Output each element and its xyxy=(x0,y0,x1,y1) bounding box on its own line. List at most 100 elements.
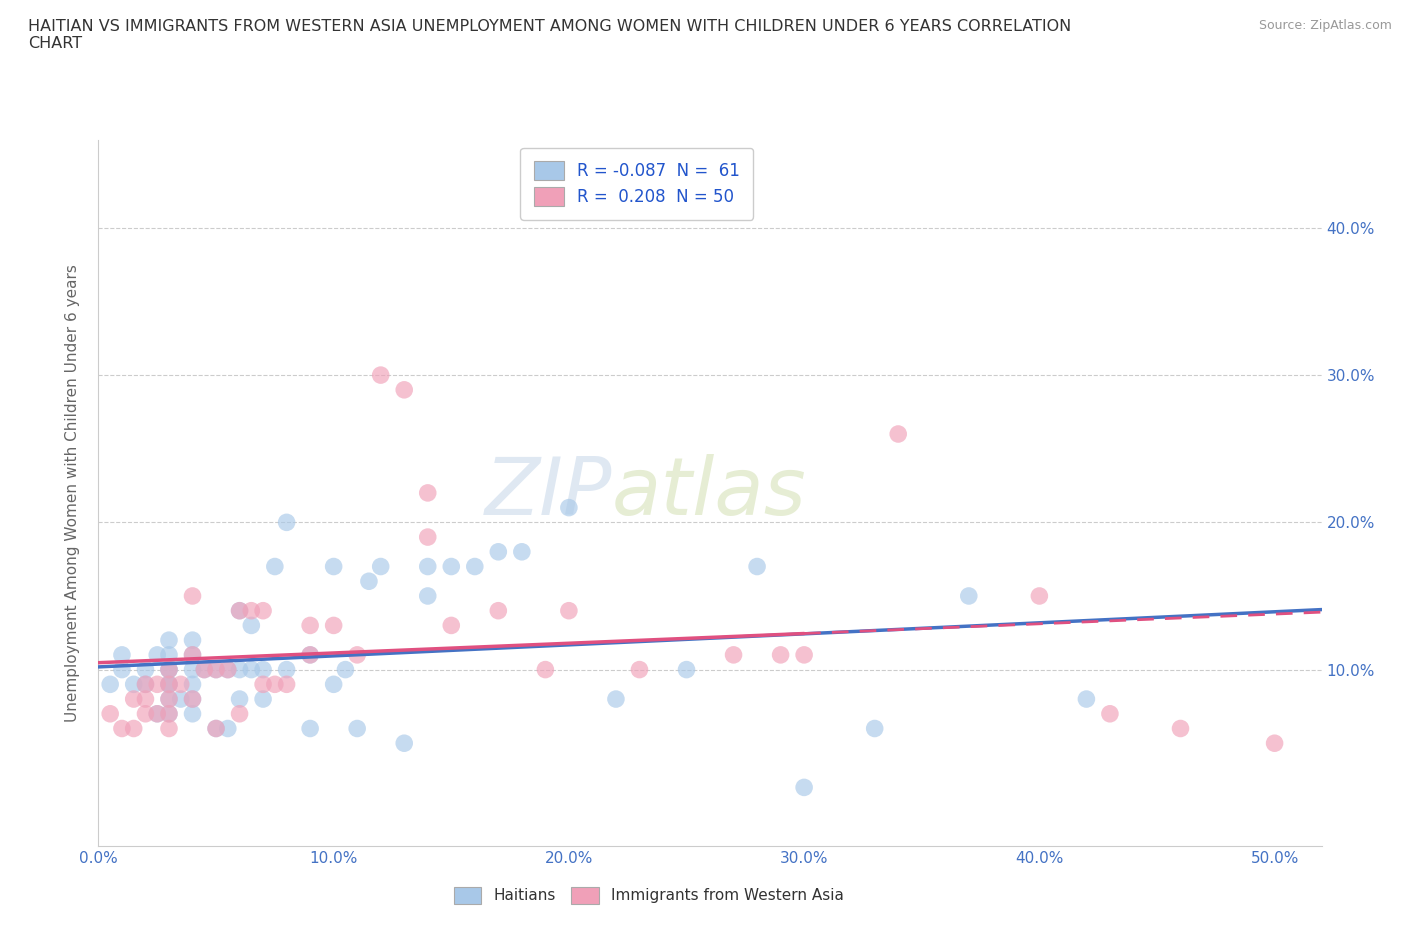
Point xyxy=(157,721,180,736)
Point xyxy=(769,647,792,662)
Point xyxy=(134,692,156,707)
Point xyxy=(252,662,274,677)
Point xyxy=(134,677,156,692)
Point xyxy=(181,677,204,692)
Point xyxy=(228,662,250,677)
Point xyxy=(146,707,169,722)
Point xyxy=(1098,707,1121,722)
Point xyxy=(346,721,368,736)
Point xyxy=(887,427,910,442)
Point xyxy=(322,677,344,692)
Text: Source: ZipAtlas.com: Source: ZipAtlas.com xyxy=(1258,19,1392,32)
Point xyxy=(276,515,298,530)
Point xyxy=(217,662,239,677)
Point xyxy=(134,677,156,692)
Point xyxy=(228,707,250,722)
Point xyxy=(146,647,169,662)
Point xyxy=(181,647,204,662)
Point xyxy=(263,559,285,574)
Point xyxy=(276,677,298,692)
Point xyxy=(157,662,180,677)
Point xyxy=(416,485,439,500)
Point xyxy=(252,604,274,618)
Point xyxy=(122,692,145,707)
Point xyxy=(228,692,250,707)
Text: HAITIAN VS IMMIGRANTS FROM WESTERN ASIA UNEMPLOYMENT AMONG WOMEN WITH CHILDREN U: HAITIAN VS IMMIGRANTS FROM WESTERN ASIA … xyxy=(28,19,1071,51)
Point xyxy=(416,559,439,574)
Text: ZIP: ZIP xyxy=(485,454,612,532)
Point xyxy=(276,662,298,677)
Point xyxy=(299,647,322,662)
Point xyxy=(1076,692,1098,707)
Point xyxy=(440,559,463,574)
Point xyxy=(157,677,180,692)
Point xyxy=(157,647,180,662)
Point xyxy=(793,780,815,795)
Point xyxy=(134,707,156,722)
Point xyxy=(193,662,215,677)
Point xyxy=(98,707,121,722)
Text: atlas: atlas xyxy=(612,454,807,532)
Point xyxy=(157,707,180,722)
Point xyxy=(240,604,263,618)
Point xyxy=(723,647,745,662)
Point xyxy=(1170,721,1192,736)
Point xyxy=(534,662,557,677)
Point xyxy=(122,677,145,692)
Point xyxy=(157,662,180,677)
Point xyxy=(299,721,322,736)
Point xyxy=(392,736,416,751)
Point xyxy=(217,721,239,736)
Point xyxy=(146,677,169,692)
Point xyxy=(252,677,274,692)
Point xyxy=(464,559,486,574)
Point xyxy=(1028,589,1050,604)
Point xyxy=(558,604,581,618)
Point xyxy=(370,367,392,382)
Point xyxy=(170,692,193,707)
Point xyxy=(205,721,228,736)
Point xyxy=(157,692,180,707)
Point xyxy=(170,677,193,692)
Point xyxy=(181,707,204,722)
Point xyxy=(228,604,250,618)
Point xyxy=(205,662,228,677)
Point xyxy=(322,618,344,633)
Point xyxy=(134,662,156,677)
Point xyxy=(357,574,380,589)
Point xyxy=(205,662,228,677)
Point xyxy=(122,721,145,736)
Point xyxy=(957,589,980,604)
Point xyxy=(486,604,509,618)
Point xyxy=(263,677,285,692)
Point xyxy=(605,692,627,707)
Y-axis label: Unemployment Among Women with Children Under 6 years: Unemployment Among Women with Children U… xyxy=(65,264,80,722)
Point xyxy=(440,618,463,633)
Point xyxy=(628,662,651,677)
Point xyxy=(252,692,274,707)
Point xyxy=(745,559,768,574)
Point xyxy=(1264,736,1286,751)
Point xyxy=(146,707,169,722)
Point xyxy=(240,662,263,677)
Point xyxy=(111,647,134,662)
Point xyxy=(486,544,509,559)
Legend: Haitians, Immigrants from Western Asia: Haitians, Immigrants from Western Asia xyxy=(441,874,856,916)
Point xyxy=(157,662,180,677)
Point xyxy=(863,721,886,736)
Point xyxy=(217,662,239,677)
Point xyxy=(111,721,134,736)
Point xyxy=(416,530,439,545)
Point xyxy=(157,632,180,647)
Point xyxy=(392,382,416,397)
Point xyxy=(181,589,204,604)
Point xyxy=(558,500,581,515)
Point xyxy=(157,692,180,707)
Point xyxy=(793,647,815,662)
Point xyxy=(240,618,263,633)
Point xyxy=(299,647,322,662)
Point xyxy=(181,632,204,647)
Point xyxy=(98,677,121,692)
Point xyxy=(228,604,250,618)
Point xyxy=(157,677,180,692)
